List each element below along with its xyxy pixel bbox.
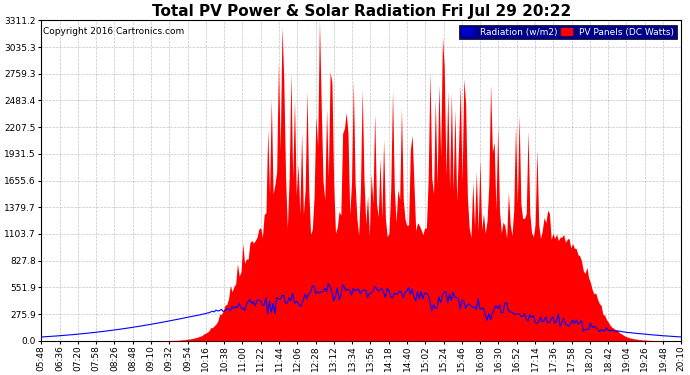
Title: Total PV Power & Solar Radiation Fri Jul 29 20:22: Total PV Power & Solar Radiation Fri Jul… (152, 4, 571, 19)
Legend: Radiation (w/m2), PV Panels (DC Watts): Radiation (w/m2), PV Panels (DC Watts) (459, 25, 677, 39)
Text: Copyright 2016 Cartronics.com: Copyright 2016 Cartronics.com (43, 27, 184, 36)
